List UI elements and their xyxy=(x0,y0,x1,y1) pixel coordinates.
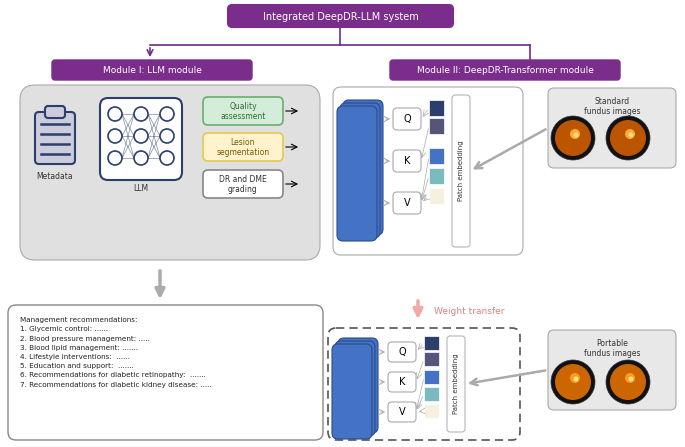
FancyBboxPatch shape xyxy=(8,305,323,440)
FancyBboxPatch shape xyxy=(338,338,378,433)
FancyBboxPatch shape xyxy=(332,344,372,439)
Text: Lesion
segmentation: Lesion segmentation xyxy=(216,138,270,157)
Bar xyxy=(429,188,444,204)
Bar xyxy=(429,100,444,116)
Text: Quality
assessment: Quality assessment xyxy=(221,102,266,121)
Text: Patch embedding: Patch embedding xyxy=(458,141,464,201)
Text: DR and DME
grading: DR and DME grading xyxy=(219,175,267,194)
Circle shape xyxy=(555,364,591,400)
Circle shape xyxy=(551,360,595,404)
Text: Standard
fundus images: Standard fundus images xyxy=(584,97,640,116)
Circle shape xyxy=(551,116,595,160)
FancyBboxPatch shape xyxy=(548,88,676,168)
Text: K: K xyxy=(399,377,406,387)
FancyBboxPatch shape xyxy=(393,108,421,130)
FancyBboxPatch shape xyxy=(35,112,75,164)
Circle shape xyxy=(629,376,634,381)
Text: Management recommendations:
1. Glycemic control: ......
2. Blood pressure manage: Management recommendations: 1. Glycemic … xyxy=(20,317,212,388)
Circle shape xyxy=(134,151,148,165)
FancyBboxPatch shape xyxy=(452,95,470,247)
Circle shape xyxy=(570,129,580,139)
FancyBboxPatch shape xyxy=(100,98,182,180)
Text: Metadata: Metadata xyxy=(37,172,73,181)
Circle shape xyxy=(160,129,174,143)
FancyBboxPatch shape xyxy=(388,342,416,362)
FancyBboxPatch shape xyxy=(45,106,65,118)
Text: Module I: LLM module: Module I: LLM module xyxy=(103,66,201,75)
FancyBboxPatch shape xyxy=(335,341,375,436)
Circle shape xyxy=(629,132,634,138)
Bar xyxy=(429,118,444,134)
Text: Multihead: Multihead xyxy=(357,153,363,188)
FancyBboxPatch shape xyxy=(52,60,252,80)
Bar xyxy=(429,168,444,184)
Text: Q: Q xyxy=(403,114,411,124)
Text: Q: Q xyxy=(398,347,406,357)
Circle shape xyxy=(625,373,635,383)
Text: LLM: LLM xyxy=(134,184,149,193)
FancyBboxPatch shape xyxy=(390,60,620,80)
Text: Multihead: Multihead xyxy=(352,371,358,406)
FancyBboxPatch shape xyxy=(447,336,465,432)
Circle shape xyxy=(108,151,122,165)
Circle shape xyxy=(108,107,122,121)
Text: Weight transfer: Weight transfer xyxy=(434,307,504,316)
Bar xyxy=(424,370,439,384)
Circle shape xyxy=(625,129,635,139)
FancyBboxPatch shape xyxy=(388,402,416,422)
Circle shape xyxy=(606,116,650,160)
FancyBboxPatch shape xyxy=(337,106,377,241)
FancyBboxPatch shape xyxy=(333,87,523,255)
Circle shape xyxy=(108,129,122,143)
Circle shape xyxy=(134,129,148,143)
Bar xyxy=(429,148,444,164)
Text: V: V xyxy=(403,198,410,208)
Bar xyxy=(424,404,439,418)
Circle shape xyxy=(134,107,148,121)
Bar xyxy=(424,387,439,401)
Circle shape xyxy=(160,107,174,121)
Circle shape xyxy=(555,120,591,156)
FancyBboxPatch shape xyxy=(203,133,283,161)
FancyBboxPatch shape xyxy=(340,103,380,238)
FancyBboxPatch shape xyxy=(203,170,283,198)
Text: Integrated DeepDR-LLM system: Integrated DeepDR-LLM system xyxy=(262,12,419,21)
Circle shape xyxy=(610,364,646,400)
Circle shape xyxy=(573,376,579,381)
Circle shape xyxy=(160,151,174,165)
Text: Patch embedding: Patch embedding xyxy=(453,354,459,414)
Bar xyxy=(424,336,439,350)
Circle shape xyxy=(573,132,579,138)
Circle shape xyxy=(606,360,650,404)
FancyBboxPatch shape xyxy=(548,330,676,410)
Text: Portable
fundus images: Portable fundus images xyxy=(584,339,640,358)
Text: Module II: DeepDR-Transformer module: Module II: DeepDR-Transformer module xyxy=(416,66,593,75)
FancyBboxPatch shape xyxy=(20,85,320,260)
FancyBboxPatch shape xyxy=(343,100,383,235)
Text: K: K xyxy=(404,156,410,166)
Text: V: V xyxy=(399,407,406,417)
Circle shape xyxy=(610,120,646,156)
Bar xyxy=(424,352,439,366)
FancyBboxPatch shape xyxy=(328,328,520,440)
FancyBboxPatch shape xyxy=(388,372,416,392)
Circle shape xyxy=(570,373,580,383)
FancyBboxPatch shape xyxy=(393,192,421,214)
FancyBboxPatch shape xyxy=(393,150,421,172)
FancyBboxPatch shape xyxy=(228,5,453,27)
FancyBboxPatch shape xyxy=(203,97,283,125)
